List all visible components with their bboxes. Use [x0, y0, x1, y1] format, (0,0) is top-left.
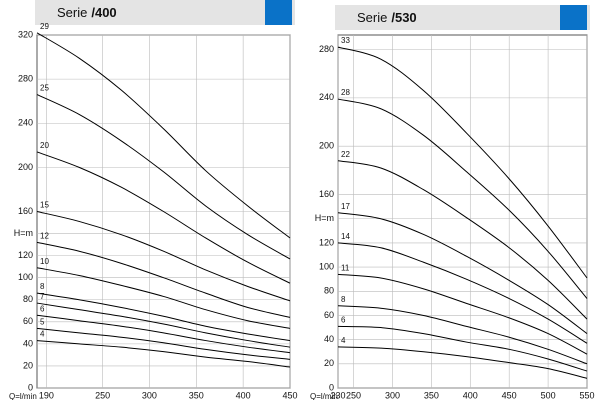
x-axis-label: Q=l/min: [9, 392, 37, 400]
y-tick-label: 200: [18, 162, 33, 172]
y-tick-label: 40: [23, 338, 33, 348]
y-tick-label: 60: [23, 316, 33, 326]
pump-curve: [36, 267, 291, 329]
y-tick-label: 160: [319, 189, 334, 199]
curve-label: 15: [40, 201, 49, 210]
y-tick-label: 120: [18, 250, 33, 260]
pump-curve: [36, 340, 291, 368]
y-tick-label: 240: [18, 118, 33, 128]
pump-curve: [36, 314, 291, 354]
y-tick-label: 100: [18, 272, 33, 282]
pump-curve: [337, 46, 588, 279]
pump-curve: [337, 273, 588, 355]
pump-curve: [36, 327, 291, 360]
x-tick-label: 450: [282, 390, 297, 400]
pump-curve: [337, 346, 588, 379]
x-tick-label: 550: [579, 390, 594, 400]
pump-curve: [337, 325, 588, 372]
curve-label: 12: [40, 231, 49, 240]
pump-curve: [337, 305, 588, 365]
y-tick-label: 240: [319, 92, 334, 102]
y-tick-label: 0: [329, 382, 334, 392]
curve-label: 25: [40, 84, 49, 93]
curve-label: 8: [40, 282, 45, 291]
curve-label: 22: [341, 150, 350, 159]
x-tick-label: 230: [330, 390, 345, 400]
pump-curve: [337, 212, 588, 334]
panel-title: Serie/530: [357, 10, 417, 25]
curve-label: 8: [341, 295, 346, 304]
title-model: /530: [391, 10, 416, 25]
curve-label: 14: [341, 232, 350, 241]
y-tick-label: 60: [324, 310, 334, 320]
curve-label: 29: [40, 22, 49, 31]
x-tick-label: 350: [189, 390, 204, 400]
header-badge: [560, 5, 587, 30]
x-tick-label: 350: [424, 390, 439, 400]
x-tick-label: 500: [541, 390, 556, 400]
pump-curve: [36, 94, 291, 260]
curve-label: 33: [341, 36, 350, 45]
x-tick-label: 250: [346, 390, 361, 400]
title-prefix: Serie: [357, 10, 387, 25]
pump-curve: [337, 242, 588, 344]
y-tick-label: 20: [324, 358, 334, 368]
y-tick-label: H=m: [14, 228, 33, 238]
pump-curve: [36, 211, 291, 302]
x-axis-label: Q=l/min: [310, 392, 338, 400]
curve-label: 11: [341, 263, 350, 272]
header-bar: [335, 5, 590, 30]
y-tick-label: H=m: [315, 213, 334, 223]
header-badge: [265, 0, 292, 25]
y-tick-label: 280: [319, 44, 334, 54]
y-tick-label: 80: [23, 294, 33, 304]
curve-label: 6: [40, 304, 45, 313]
curve-label: 7: [40, 292, 45, 301]
y-tick-label: 0: [28, 382, 33, 392]
pump-curve: [36, 32, 291, 239]
y-tick-label: 200: [319, 141, 334, 151]
pump-curve: [337, 98, 588, 299]
curve-label: 6: [341, 315, 346, 324]
pump-curve: [36, 151, 291, 284]
curve-label: 17: [341, 202, 350, 211]
curve-label: 28: [341, 88, 350, 97]
y-tick-label: 120: [319, 237, 334, 247]
header-bar: [35, 0, 295, 25]
x-tick-label: 250: [95, 390, 110, 400]
y-tick-label: 40: [324, 334, 334, 344]
y-tick-label: 100: [319, 261, 334, 271]
curve-label: 4: [40, 330, 45, 339]
plot-area: [337, 34, 588, 389]
pump-curve: [36, 241, 291, 318]
title-model: /400: [91, 5, 116, 20]
y-tick-label: 320: [18, 29, 33, 39]
curve-label: 10: [40, 257, 49, 266]
x-tick-label: 400: [236, 390, 251, 400]
x-tick-label: 300: [385, 390, 400, 400]
x-tick-label: 190: [39, 390, 54, 400]
y-tick-label: 160: [18, 206, 33, 216]
panel-title: Serie/400: [57, 5, 117, 20]
x-tick-label: 400: [463, 390, 478, 400]
curve-label: 5: [40, 318, 45, 327]
pump-curve: [337, 160, 588, 320]
curve-label: 4: [341, 336, 346, 345]
y-tick-label: 280: [18, 74, 33, 84]
x-tick-label: 450: [502, 390, 517, 400]
y-tick-label: 80: [324, 286, 334, 296]
x-tick-label: 300: [142, 390, 157, 400]
title-prefix: Serie: [57, 5, 87, 20]
pump-curve: [36, 292, 291, 342]
curve-label: 20: [40, 141, 49, 150]
pump-curve: [36, 302, 291, 348]
y-tick-label: 20: [23, 360, 33, 370]
